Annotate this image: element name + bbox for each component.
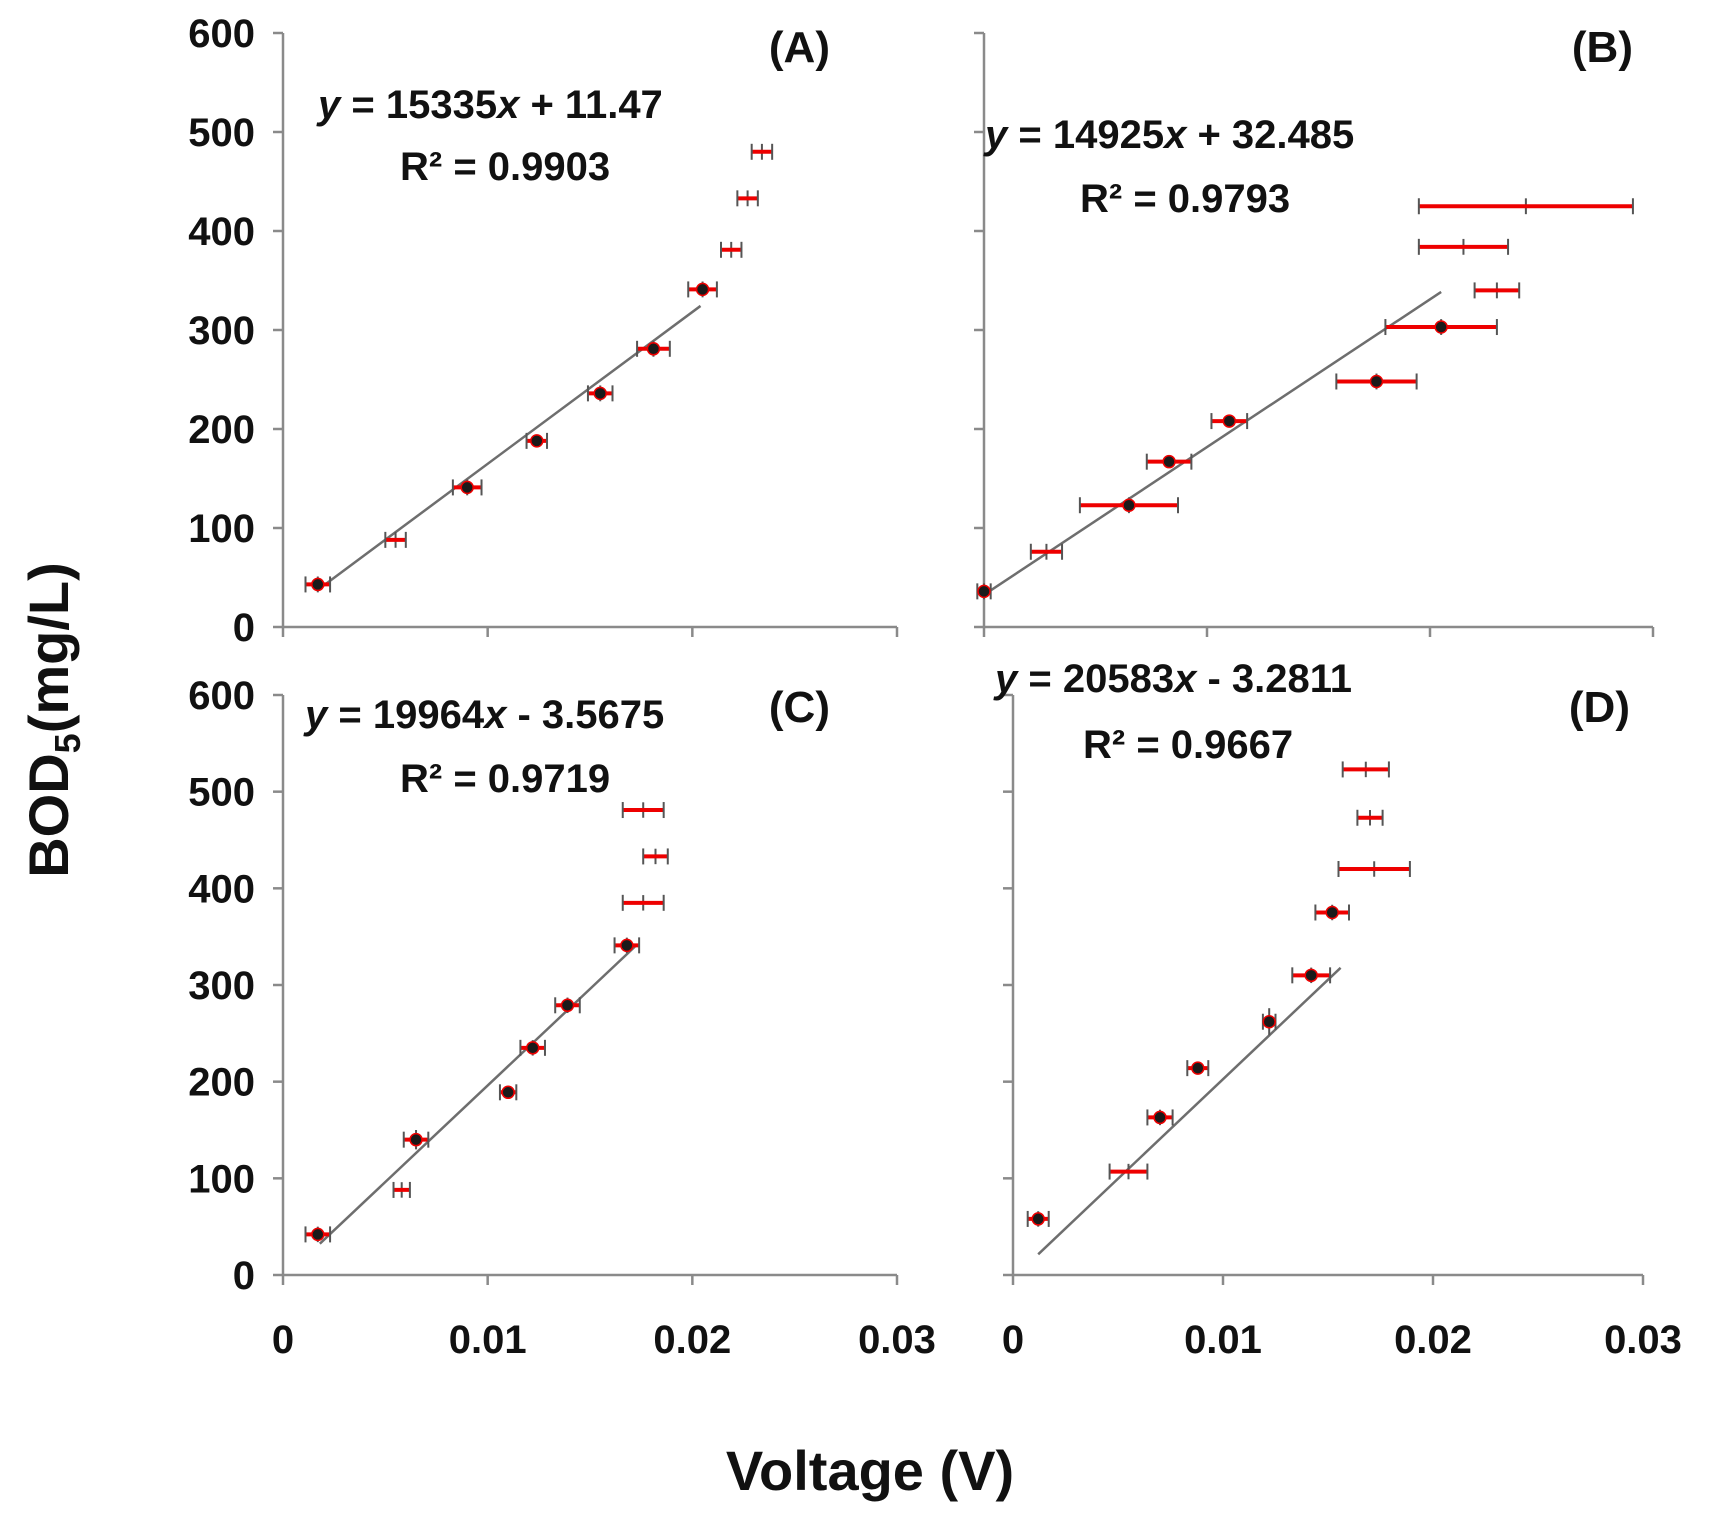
y-axis-label-unit: (mg/L) [17,562,80,733]
data-point [501,1085,515,1100]
trendline [318,945,636,1245]
y-tick-label: 200 [188,1061,255,1105]
trend-equation: y = 20583x - 3.2811 [993,657,1352,701]
equation-part: = 19964 [327,693,485,737]
x-tick-label: 0.02 [1394,1318,1472,1362]
panel-label: (B) [1572,23,1633,72]
x-tick-label: 0 [1002,1318,1024,1362]
data-point [1434,320,1448,334]
trendline [983,290,1442,596]
data-point [646,342,661,356]
trendline [1037,966,1342,1256]
y-tick-label: 500 [188,111,255,155]
y-tick-label: 300 [188,964,255,1008]
trend-equation: y = 15335x + 11.47 [316,83,663,127]
data-point [409,1132,423,1147]
equation-part: - 3.2811 [1196,657,1352,701]
equation-part: x [482,693,508,737]
data-point [620,938,634,953]
data-point [530,434,544,448]
x-tick-label: 0.01 [1184,1318,1262,1362]
equation-part: x [1162,113,1188,157]
equation-part: + 11.47 [519,83,662,127]
data-point [1325,905,1339,920]
x-tick-label: 0.01 [449,1318,527,1362]
y-tick-label: 100 [188,1157,255,1201]
panel-a: 0 100 200 300 400 500 600 (A) y = 15335x + 11.47… [188,12,899,650]
trend-equation: y = 14925x + 32.485 [983,113,1354,157]
x-tick-label: 0.03 [1604,1318,1682,1362]
y-tick-label: 0 [233,1254,255,1298]
equation-part: y [983,113,1009,157]
equation-part: y [316,83,342,127]
equation-part: - 3.5675 [506,693,664,737]
data-point [311,577,325,592]
y-tick-label: 600 [188,12,255,56]
y-tick-label: 0 [233,606,255,650]
data-point [1304,968,1318,983]
y-tick-label: 600 [188,674,255,718]
data-point [525,1041,540,1055]
data-point [1369,374,1384,389]
data-point [560,998,575,1013]
data-point [1153,1110,1167,1125]
y-tick-label: 400 [188,210,255,254]
equation-part: = 14925 [1007,113,1164,157]
x-tick-label: 0.03 [858,1318,936,1362]
data-point [1122,498,1136,512]
panel-label: (A) [769,23,830,72]
x-axis-label: Voltage (V) [726,1439,1014,1502]
data-point [311,1227,325,1242]
panel-label: (C) [769,683,830,732]
r-squared: R² = 0.9793 [1080,177,1290,221]
data-point [593,386,607,401]
y-tick-label: 400 [188,867,255,911]
data-point [1031,1212,1045,1226]
data-point [1191,1061,1205,1075]
y-tick-label: 200 [188,408,255,452]
y-tick-label: 300 [188,309,255,353]
equation-part: y [993,657,1019,701]
r-squared: R² = 0.9667 [1083,723,1293,767]
equation-part: x [1172,657,1198,701]
x-tick-label: 0 [272,1318,294,1362]
equation-part: x [495,83,521,127]
data-point [460,480,474,495]
x-tick-label: 0.02 [653,1318,731,1362]
r-squared: R² = 0.9719 [400,757,610,801]
equation-part: = 15335 [340,83,497,127]
trend-equation: y = 19964x - 3.5675 [303,693,664,737]
data-point [1162,454,1176,469]
y-tick-label: 500 [188,771,255,815]
panel-c: 0 100 200 300 400 500 600 0 0.01 0.02 0.03 (C) y = 1… [188,674,936,1362]
panel-b: (B) y = 14925x + 32.485 R² = 0.9793 [974,23,1655,637]
panel-d: 0 0.01 0.02 0.03 (D) y = 20583x - 3.2811 R² = … [993,657,1682,1362]
y-axis-label-main: BOD [17,753,80,877]
y-tick-label: 100 [188,507,255,551]
equation-part: + 32.485 [1186,113,1354,157]
data-point [1262,1014,1276,1029]
equation-part: y [303,693,329,737]
data-point [695,282,710,297]
equation-part: = 20583 [1017,657,1174,701]
r-squared: R² = 0.9903 [400,145,610,189]
y-axis-label-subscript: 5 [47,733,88,753]
data-point [1222,414,1237,428]
y-axis-label: BOD5(mg/L) [17,562,88,878]
data-point [977,584,991,599]
panel-label: (D) [1569,683,1630,732]
